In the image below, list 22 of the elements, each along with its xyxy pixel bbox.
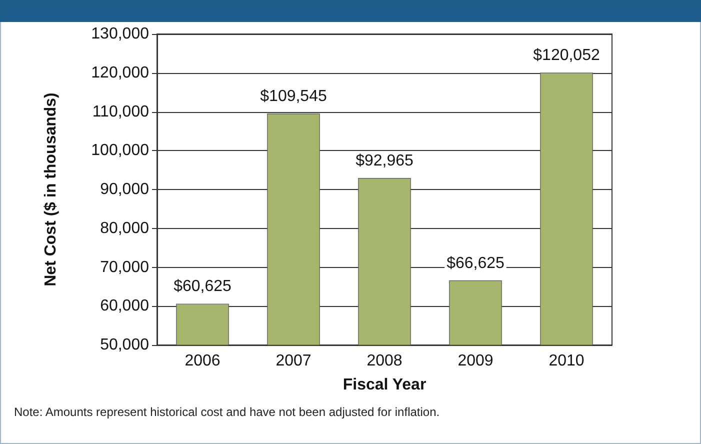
- data-label: $92,965: [356, 152, 414, 170]
- x-tick-label: 2006: [184, 352, 220, 370]
- y-tick-label: 120,000: [91, 64, 150, 82]
- x-tick-label: 2009: [458, 352, 494, 370]
- y-tick-label: 100,000: [91, 142, 150, 160]
- y-tick-label: 130,000: [91, 26, 150, 42]
- x-axis-title: Fiscal Year: [342, 376, 426, 394]
- y-axis-title: Net Cost ($ in thousands): [42, 92, 60, 286]
- y-tick-label: 50,000: [100, 336, 150, 354]
- data-label: $109,545: [260, 88, 327, 106]
- x-tick-label: 2010: [548, 352, 584, 370]
- y-tick-label: 80,000: [100, 220, 150, 237]
- text: Note: Amounts represent historical cost and have not been adjusted for inflation.: [14, 405, 440, 419]
- x-tick-label: 2007: [276, 352, 312, 370]
- data-label: $120,052: [533, 47, 600, 64]
- data-label: $60,625: [174, 278, 232, 296]
- y-tick-label: 90,000: [100, 181, 150, 198]
- x-tick-label: 2008: [366, 352, 402, 370]
- y-tick-label: 70,000: [100, 258, 150, 276]
- y-tick-label: 60,000: [100, 298, 150, 315]
- y-tick-label: 110,000: [92, 103, 150, 120]
- data-label: $66,625: [446, 254, 505, 272]
